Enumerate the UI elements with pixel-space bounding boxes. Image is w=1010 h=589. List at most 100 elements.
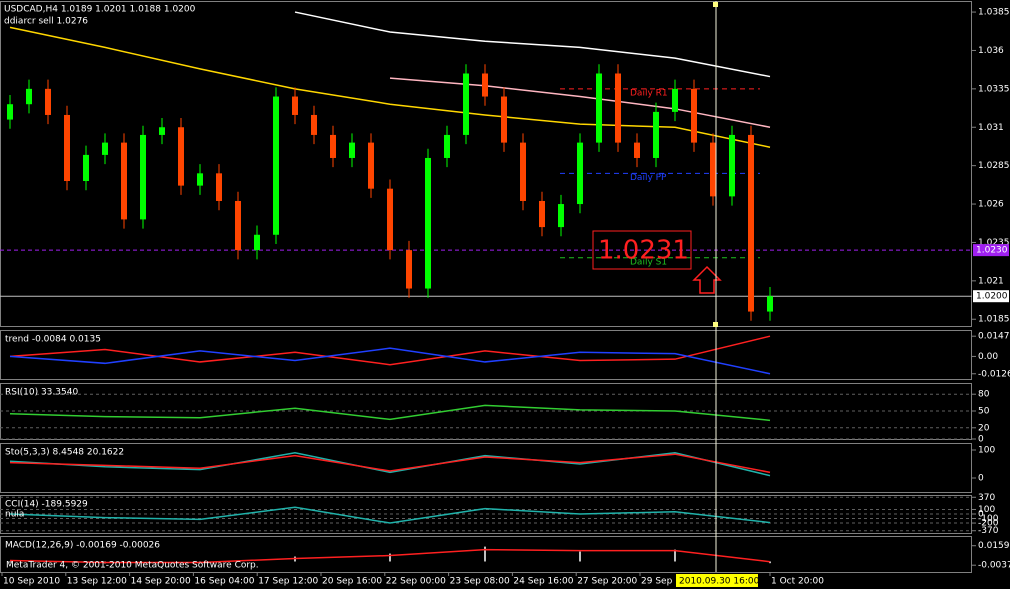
y-tick-label: 80 (978, 390, 990, 400)
y-tick-label: 0.00 (978, 352, 998, 362)
candle-body (7, 104, 13, 120)
y-tick-label: 1.026 (978, 200, 1004, 210)
candle-body (140, 134, 146, 220)
footer: MetaTrader 4, © 2001-2010 MetaQuotes Sof… (6, 561, 259, 571)
y-tick-label: -0.0126 (978, 369, 1010, 379)
crosshair-label-bg (676, 574, 758, 587)
chart-title: USDCAD,H4 1.0189 1.0201 1.0188 1.0200 (4, 5, 196, 15)
crosshair-label: 2010.09.30 16:00 (679, 577, 760, 587)
candle-body (653, 111, 659, 158)
candle-body (539, 200, 545, 228)
macd-bar (769, 561, 771, 564)
indicator-line (9, 453, 771, 474)
crosshair-dot (713, 2, 718, 7)
candle-body (45, 88, 51, 115)
candle-body (254, 234, 260, 251)
x-tick-label: 27 Sep 20:00 (577, 577, 637, 587)
y-tick-label: 1.0285 (978, 161, 1010, 171)
candle-body (102, 142, 108, 155)
candle-body (444, 134, 450, 158)
y-tick-label: 1.0335 (978, 84, 1010, 94)
y-tick-label: 100 (978, 446, 995, 456)
macd-bar (9, 561, 11, 563)
candle-body (292, 96, 298, 115)
y-tick-label: 1.0185 (978, 315, 1010, 325)
candle-body (691, 88, 697, 143)
moving-average (389, 77, 771, 128)
indicator-panel (0, 330, 972, 380)
moving-average (9, 26, 771, 148)
indicator-title: CCI(14) -189.5929 (5, 500, 88, 510)
candle-body (596, 73, 602, 143)
y-tick-label: 50 (978, 407, 990, 417)
y-tick-label: -370 (978, 526, 999, 536)
x-tick-label: 1 Oct 20:00 (771, 577, 824, 587)
y-tick-label: -100 (978, 514, 999, 524)
x-tick-label: 17 Sep 12:00 (258, 577, 318, 587)
indicator-line (9, 335, 771, 366)
indicator-panel (0, 443, 972, 493)
y-tick-label: 1.031 (978, 123, 1004, 133)
y-tick-label: 1.0385 (978, 8, 1010, 18)
level-label: 1.0230 (976, 246, 1008, 256)
y-tick-label: 0 (978, 510, 984, 520)
candle-body (368, 142, 374, 189)
price-marker-box (592, 230, 692, 270)
candle-body (159, 127, 165, 135)
candle-body (197, 173, 203, 186)
moving-average (294, 11, 771, 78)
candle-body (520, 142, 526, 201)
candle-body (349, 142, 355, 158)
x-tick-label: 10 Sep 2010 (3, 577, 60, 587)
indicator-note: nula (5, 510, 24, 520)
y-tick-label: 370 (978, 493, 995, 503)
indicator-line (9, 404, 771, 422)
indicator-line (9, 548, 771, 564)
price-marker: 1.0231 (598, 236, 689, 266)
candle-body (235, 200, 241, 251)
candle-body (672, 88, 678, 112)
x-tick-label: 20 Sep 16:00 (322, 577, 382, 587)
indicator-title: Sto(5,3,3) 8.4548 20.1622 (5, 448, 124, 458)
x-tick-label: 22 Sep 00:00 (386, 577, 446, 587)
y-tick-label: 20 (978, 423, 990, 433)
x-tick-label: 14 Sep 20:00 (131, 577, 191, 587)
y-tick-label: 1.036 (978, 46, 1004, 56)
candle-body (83, 154, 89, 182)
indicator-line (9, 506, 771, 524)
indicator-title: trend -0.0084 0.0135 (5, 335, 101, 345)
pivot-label: Daily PP (630, 173, 667, 183)
macd-bar (674, 549, 676, 562)
candle-body (482, 73, 488, 97)
macd-bar (484, 546, 486, 562)
signal-text: ddiarcr sell 1.0276 (4, 17, 88, 27)
y-tick-label: 0.0159 (978, 541, 1010, 551)
candle-body (615, 73, 621, 143)
bid-label: 1.0200 (976, 292, 1008, 302)
candle-body (178, 127, 184, 186)
candle-body (767, 296, 773, 312)
x-tick-label: 13 Sep 12:00 (67, 577, 127, 587)
indicator-title: MACD(12,26,9) -0.00169 -0.00026 (5, 541, 160, 551)
candle-body (577, 142, 583, 205)
y-tick-label: 0.0147 (978, 332, 1010, 342)
candle-body (311, 114, 317, 135)
candle-body (748, 134, 754, 312)
main-panel (0, 1, 972, 327)
x-tick-label: 16 Sep 04:00 (194, 577, 254, 587)
y-tick-label: 1.0235 (978, 238, 1010, 248)
candle-body (273, 96, 279, 235)
candle-body (26, 88, 32, 105)
pivot-label: Daily R1 (630, 88, 668, 98)
x-tick-label: 24 Sep 16:00 (513, 577, 573, 587)
macd-bar (579, 551, 581, 562)
bid-label-bg (973, 290, 1009, 303)
crosshair-dot (713, 322, 718, 327)
y-tick-label: -0.00375 (978, 561, 1010, 571)
macd-bar (389, 553, 391, 562)
y-tick-label: 0 (978, 435, 984, 445)
y-tick-label: 100 (978, 505, 995, 515)
candle-body (710, 142, 716, 197)
candle-body (425, 157, 431, 289)
